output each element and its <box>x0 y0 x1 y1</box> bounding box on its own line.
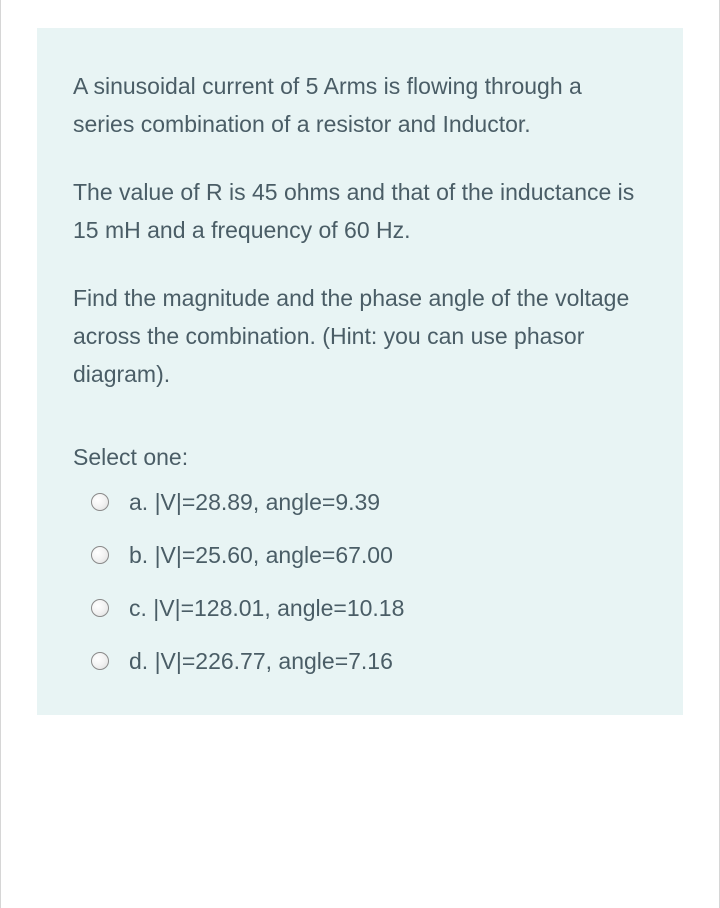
question-paragraph-3: Find the magnitude and the phase angle o… <box>73 280 647 394</box>
options-group: a. |V|=28.89, angle=9.39 b. |V|=25.60, a… <box>73 489 647 675</box>
question-card: A sinusoidal current of 5 Arms is flowin… <box>37 28 683 715</box>
radio-icon[interactable] <box>91 546 109 564</box>
page-frame: A sinusoidal current of 5 Arms is flowin… <box>0 0 720 908</box>
option-b-label: b. |V|=25.60, angle=67.00 <box>129 542 393 569</box>
radio-icon[interactable] <box>91 493 109 511</box>
option-d-label: d. |V|=226.77, angle=7.16 <box>129 648 393 675</box>
option-a[interactable]: a. |V|=28.89, angle=9.39 <box>91 489 647 516</box>
option-d[interactable]: d. |V|=226.77, angle=7.16 <box>91 648 647 675</box>
option-a-label: a. |V|=28.89, angle=9.39 <box>129 489 380 516</box>
select-one-label: Select one: <box>73 444 647 471</box>
radio-icon[interactable] <box>91 652 109 670</box>
option-b[interactable]: b. |V|=25.60, angle=67.00 <box>91 542 647 569</box>
option-c-label: c. |V|=128.01, angle=10.18 <box>129 595 404 622</box>
question-paragraph-1: A sinusoidal current of 5 Arms is flowin… <box>73 68 647 144</box>
option-c[interactable]: c. |V|=128.01, angle=10.18 <box>91 595 647 622</box>
radio-icon[interactable] <box>91 599 109 617</box>
question-paragraph-2: The value of R is 45 ohms and that of th… <box>73 174 647 250</box>
